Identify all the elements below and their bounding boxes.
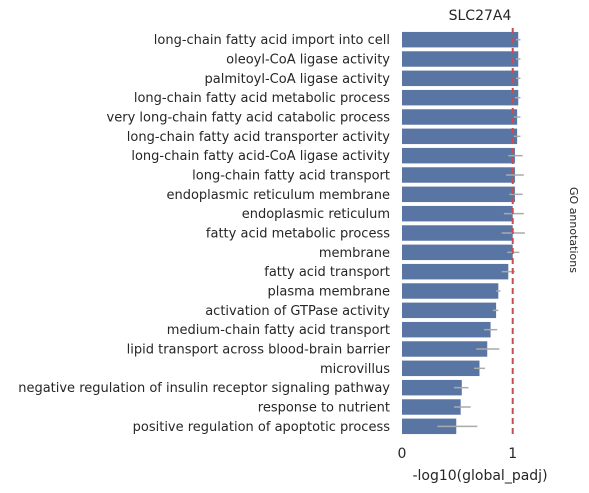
category-label: palmitoyl-CoA ligase activity	[205, 72, 391, 87]
category-label: oleoyl-CoA ligase activity	[226, 53, 390, 68]
category-label: response to nutrient	[258, 401, 390, 416]
category-label: long-chain fatty acid metabolic process	[134, 91, 390, 106]
category-label: fatty acid transport	[264, 265, 390, 280]
category-label: endoplasmic reticulum membrane	[166, 188, 390, 203]
category-label: long-chain fatty acid transporter activi…	[127, 130, 391, 145]
bar	[402, 244, 513, 261]
category-label: very long-chain fatty acid catabolic pro…	[107, 111, 391, 126]
bar	[402, 70, 519, 87]
bar	[402, 89, 519, 106]
category-label: fatty acid metabolic process	[206, 227, 390, 242]
category-label: endoplasmic reticulum	[242, 207, 390, 222]
x-axis-label: -log10(global_padj)	[412, 468, 547, 484]
bar	[402, 147, 515, 164]
bar	[402, 321, 491, 338]
x-tick-label: 1	[508, 446, 517, 462]
category-label: plasma membrane	[268, 285, 391, 300]
bar	[402, 302, 497, 319]
category-label: activation of GTPase activity	[205, 304, 390, 319]
bar	[402, 186, 515, 203]
chart-title: SLC27A4	[449, 8, 512, 24]
category-label: medium-chain fatty acid transport	[167, 323, 390, 338]
bar	[402, 418, 457, 435]
bar	[402, 225, 513, 241]
category-label: lipid transport across blood-brain barri…	[127, 343, 391, 358]
bars-layer	[402, 28, 525, 438]
category-label: membrane	[319, 246, 390, 261]
category-label: microvillus	[320, 362, 390, 377]
bar	[402, 399, 461, 415]
category-label: negative regulation of insulin receptor …	[18, 381, 390, 396]
x-tick-label: 0	[398, 446, 407, 462]
bar	[402, 379, 462, 396]
bar	[402, 205, 513, 222]
category-label: long-chain fatty acid import into cell	[154, 33, 390, 48]
bar	[402, 360, 480, 377]
bar	[402, 128, 518, 145]
bar	[402, 31, 519, 48]
bar	[402, 51, 519, 67]
bar	[402, 109, 518, 125]
bar	[402, 341, 488, 357]
bar	[402, 283, 499, 299]
category-label: long-chain fatty acid-CoA ligase activit…	[131, 149, 390, 164]
side-label: GO annotations	[567, 187, 580, 273]
bar	[402, 263, 509, 280]
category-labels: long-chain fatty acid import into cell ol…	[18, 33, 390, 435]
category-label: positive regulation of apoptotic process	[133, 420, 391, 435]
category-label: long-chain fatty acid transport	[192, 169, 390, 184]
bar	[402, 167, 515, 183]
